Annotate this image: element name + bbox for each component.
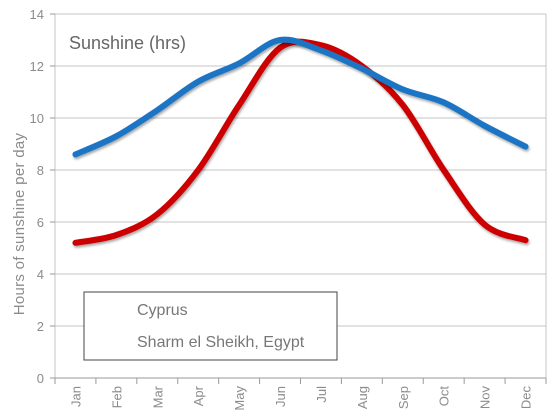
series-line-1 (72, 36, 529, 158)
x-tick-labels: Jan Feb Mar Apr May Jun Jul Aug Sep Oct Nov Dec (68, 385, 533, 410)
y-tick-label: 8 (37, 163, 44, 178)
y-tick-label: 14 (30, 7, 44, 22)
y-tick-label: 0 (37, 371, 44, 386)
x-tick-label-jan: Jan (68, 386, 83, 407)
legend: Cyprus Sharm el Sheikh, Egypt (83, 291, 338, 361)
x-tick-label-aug: Aug (355, 386, 370, 409)
x-tick-label-apr: Apr (191, 385, 206, 406)
x-tick-label-feb: Feb (109, 386, 124, 408)
x-tick-label-jul: Jul (314, 386, 329, 403)
chart-title: Sunshine (hrs) (69, 33, 186, 53)
y-tick-label: 12 (30, 59, 44, 74)
y-axis-label: Hours of sunshine per day (11, 133, 28, 316)
x-tick-label-dec: Dec (519, 386, 534, 410)
x-tick-label-nov: Nov (478, 386, 493, 410)
y-tick-label: 10 (30, 111, 44, 126)
axes (50, 13, 547, 384)
y-tick-label: 6 (37, 215, 44, 230)
x-tick-label-oct: Oct (437, 386, 452, 407)
legend-box (83, 291, 338, 361)
x-tick-label-sep: Sep (396, 386, 411, 409)
y-tick-label: 4 (37, 267, 44, 282)
x-tick-label-may: May (232, 386, 247, 411)
legend-label-1: Sharm el Sheikh, Egypt (137, 334, 305, 351)
y-tick-label: 2 (37, 319, 44, 334)
x-tick-label-jun: Jun (273, 386, 288, 407)
y-tick-labels: 0 2 4 6 8 10 12 14 (30, 7, 44, 386)
x-tick-label-mar: Mar (150, 385, 165, 408)
legend-label-0: Cyprus (137, 302, 188, 319)
series-lines (72, 36, 529, 246)
